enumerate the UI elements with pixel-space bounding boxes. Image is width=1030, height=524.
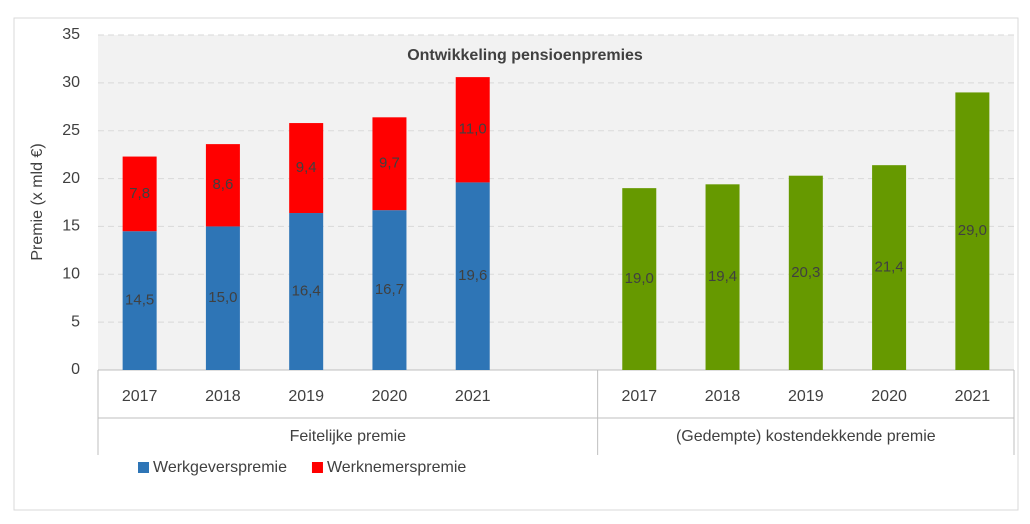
bar-segment [122,231,157,370]
legend-label: Werknemerspremie [327,459,466,476]
value-label: 16,4 [292,282,321,299]
value-label: 29,0 [958,222,987,239]
value-label: 19,4 [708,268,737,285]
bar-segment [705,184,740,370]
x-tick-label: 2017 [621,388,657,405]
y-tick-label: 0 [71,361,80,378]
bar-segment [872,165,907,370]
y-tick-label: 35 [62,26,80,43]
bar-segment [455,77,490,183]
x-tick-label: 2020 [871,388,907,405]
x-tick-label: 2021 [955,388,991,405]
bar-segment [122,156,157,232]
value-label: 11,0 [459,121,487,138]
y-axis-label: Premie (x mld €) [29,143,46,260]
bar-segment [289,123,324,214]
value-label: 15,0 [208,289,237,306]
legend-label: Werkgeverspremie [153,459,287,476]
legend-swatch [311,462,323,473]
bar-segment [622,188,657,370]
y-tick-label: 15 [62,218,80,235]
plot-area [98,35,1014,370]
value-label: 20,3 [791,264,820,281]
x-tick-label: 2019 [788,388,824,405]
value-label: 7,8 [129,185,150,202]
x-tick-label: 2021 [455,388,491,405]
bar-segment [289,213,324,370]
bar-segment [955,92,990,370]
x-tick-label: 2018 [205,388,241,405]
value-label: 21,4 [874,259,903,276]
bar-segment [372,210,407,370]
y-tick-label: 20 [62,170,80,187]
bar-segment [205,226,240,370]
value-label: 8,6 [212,176,233,193]
group-label: Feitelijke premie [290,428,407,445]
x-tick-label: 2018 [705,388,741,405]
x-tick-label: 2019 [288,388,324,405]
y-tick-label: 25 [62,122,80,139]
x-tick-label: 2020 [372,388,408,405]
group-label: (Gedempte) kostendekkende premie [676,428,936,445]
x-tick-label: 2017 [122,388,158,405]
value-label: 19,0 [625,270,654,287]
value-label: 9,7 [379,155,400,172]
value-label: 9,4 [296,159,317,176]
value-label: 19,6 [458,267,487,284]
legend-swatch [138,462,149,473]
value-label: 14,5 [125,292,154,309]
y-tick-label: 30 [62,74,80,91]
bar-segment [205,144,240,227]
y-tick-label: 10 [62,266,80,283]
value-label: 16,7 [375,281,404,298]
y-tick-label: 5 [71,313,80,330]
bar-segment [372,117,407,211]
bar-segment [788,175,823,370]
chart-title: Ontwikkeling pensioenpremies [407,47,643,64]
bar-segment [455,182,490,370]
